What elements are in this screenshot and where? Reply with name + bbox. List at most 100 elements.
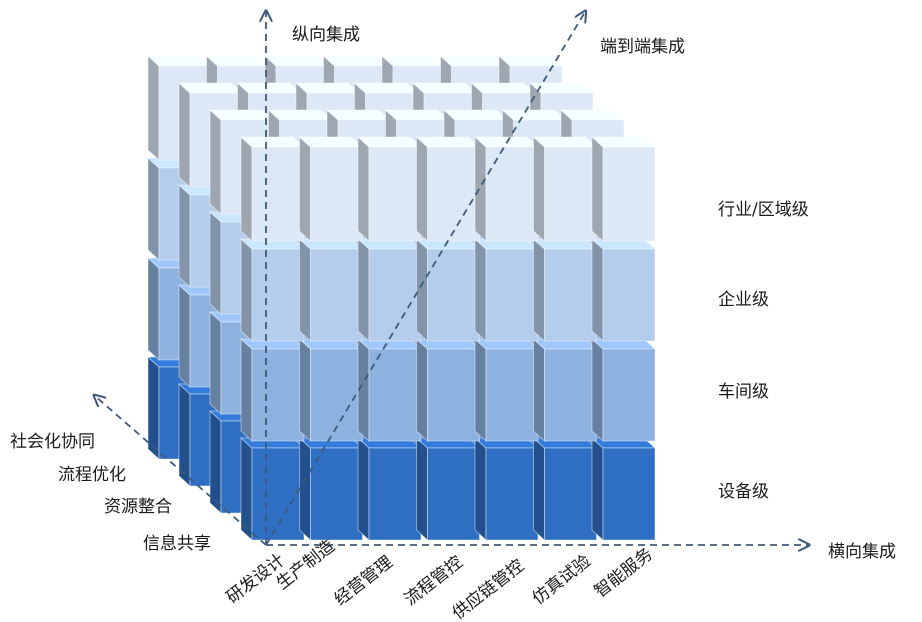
block-side-face: [240, 238, 253, 342]
block-side-face: [416, 238, 428, 342]
block-front-face: [427, 348, 480, 442]
block-front-face: [368, 348, 422, 442]
diagonal-axis-title: 端到端集成: [600, 37, 685, 57]
block-front-face: [544, 348, 597, 442]
block-side-face: [533, 238, 545, 342]
block-side-face: [591, 238, 604, 342]
block-side-face: [357, 238, 370, 342]
block-top-face: [353, 82, 419, 94]
block-top-face: [177, 82, 244, 94]
level-label-workshop: 车间级: [718, 382, 769, 402]
block-top-face: [263, 55, 330, 67]
block-top-face: [380, 55, 447, 67]
block-front-face: [310, 447, 363, 541]
block-side-face: [209, 211, 222, 315]
block-side-face: [147, 257, 160, 361]
block-front-face: [544, 146, 597, 242]
block-front-face: [602, 348, 656, 442]
block-top-face: [501, 109, 567, 121]
block-top-face: [439, 55, 505, 67]
block-front-face: [485, 447, 539, 541]
level-label-industry: 行业/区域级: [718, 200, 809, 220]
block-top-face: [239, 136, 306, 148]
depth-label-social-collaboration: 社会化协同: [10, 432, 95, 452]
block-top-face: [325, 109, 392, 121]
block-side-face: [416, 437, 428, 541]
block-front-face: [251, 248, 305, 342]
function-label-smart-service: 智能服务: [591, 544, 657, 602]
block-front-face: [368, 248, 422, 342]
block-top-face: [236, 82, 302, 94]
block-side-face: [147, 55, 160, 161]
block-front-face: [310, 146, 363, 242]
block-front-face: [310, 348, 363, 442]
block-front-face: [427, 447, 480, 541]
block-side-face: [240, 338, 253, 442]
block-front-face: [602, 146, 656, 242]
depth-label-resource-integration: 资源整合: [104, 497, 172, 517]
block-top-face: [298, 136, 364, 148]
block-side-face: [357, 136, 370, 242]
block-top-face: [294, 82, 361, 94]
block-side-face: [591, 136, 604, 242]
block-top-face: [322, 55, 388, 67]
block-front-face: [251, 146, 305, 242]
block-front-face: [368, 447, 422, 541]
cube-block-grid: [146, 55, 657, 541]
block-side-face: [147, 356, 160, 460]
block-side-face: [357, 437, 370, 541]
block-side-face: [178, 184, 191, 288]
block-side-face: [299, 136, 311, 242]
block-top-face: [442, 109, 509, 121]
block-top-face: [559, 109, 626, 121]
block-side-face: [474, 437, 487, 541]
depth-label-information-sharing: 信息共享: [143, 534, 211, 554]
block-side-face: [474, 338, 487, 442]
block-front-face: [602, 248, 656, 342]
block-front-face: [544, 248, 597, 342]
block-side-face: [147, 157, 160, 261]
block-side-face: [299, 437, 311, 541]
block-top-face: [470, 82, 536, 94]
block-top-face: [590, 136, 657, 148]
vertical-axis-title: 纵向集成: [292, 25, 360, 45]
block-top-face: [208, 109, 275, 121]
block-side-face: [474, 136, 487, 242]
depth-axis-arrow: [95, 396, 267, 546]
block-top-face: [146, 55, 213, 67]
block-side-face: [240, 136, 253, 242]
block-side-face: [299, 338, 311, 442]
block-side-face: [209, 311, 222, 415]
block-front-face: [485, 348, 539, 442]
block-front-face: [368, 146, 422, 242]
block-side-face: [416, 136, 428, 242]
block-side-face: [591, 437, 604, 541]
block-side-face: [209, 109, 222, 215]
horizontal-axis-title: 横向集成: [828, 542, 896, 562]
block-front-face: [251, 447, 305, 541]
block-front-face: [602, 447, 656, 541]
block-top-face: [415, 136, 481, 148]
block-front-face: [485, 146, 539, 242]
block-front-face: [310, 248, 363, 342]
block-top-face: [411, 82, 478, 94]
block-side-face: [474, 238, 487, 342]
block-top-face: [267, 109, 333, 121]
block-top-face: [532, 136, 598, 148]
block-front-face: [485, 248, 539, 342]
block-top-face: [205, 55, 271, 67]
diagonal-axis-arrow: [265, 12, 585, 546]
block-side-face: [533, 136, 545, 242]
depth-label-process-optimization: 流程优化: [58, 465, 126, 485]
block-front-face: [427, 146, 480, 242]
function-label-operations: 经营管理: [331, 552, 397, 610]
block-top-face: [497, 55, 564, 67]
function-label-simulation: 仿真试验: [529, 551, 595, 609]
level-label-enterprise: 企业级: [718, 290, 769, 310]
block-top-face: [384, 109, 450, 121]
block-top-face: [356, 136, 423, 148]
block-side-face: [591, 338, 604, 442]
block-side-face: [533, 437, 545, 541]
level-label-equipment: 设备级: [718, 482, 769, 502]
